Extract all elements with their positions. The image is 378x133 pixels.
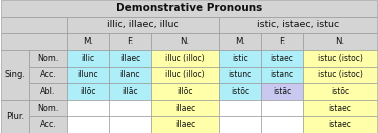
Text: illaec: illaec	[120, 54, 140, 63]
Text: Acc.: Acc.	[40, 70, 56, 79]
Bar	[261, 83, 303, 100]
Text: istaec: istaec	[328, 104, 352, 113]
Bar	[29, 83, 67, 100]
Bar	[67, 66, 109, 83]
Bar	[67, 17, 219, 33]
Bar	[151, 33, 219, 50]
Text: illunc: illunc	[78, 70, 98, 79]
Text: Nom.: Nom.	[37, 54, 59, 63]
Text: istanc: istanc	[270, 70, 294, 79]
Bar	[67, 83, 109, 100]
Bar	[151, 83, 219, 100]
Text: istic: istic	[232, 54, 248, 63]
Bar	[1, 33, 67, 50]
Bar	[303, 66, 377, 83]
Text: illaec: illaec	[175, 120, 195, 129]
Bar	[109, 116, 151, 133]
Bar	[303, 50, 377, 66]
Bar	[303, 100, 377, 116]
Text: istōc: istōc	[331, 87, 349, 96]
Bar	[219, 116, 261, 133]
Bar	[67, 116, 109, 133]
Bar	[1, 50, 29, 100]
Text: illaec: illaec	[175, 104, 195, 113]
Text: istuc (istoc): istuc (istoc)	[318, 54, 363, 63]
Text: istic, istaec, istuc: istic, istaec, istuc	[257, 20, 339, 29]
Text: Sing.: Sing.	[5, 70, 25, 79]
Text: illic, illaec, illuc: illic, illaec, illuc	[107, 20, 179, 29]
Text: N.: N.	[335, 37, 345, 46]
Bar	[261, 100, 303, 116]
Text: istōc: istōc	[231, 87, 249, 96]
Bar	[1, 17, 67, 33]
Bar	[29, 50, 67, 66]
Text: M.: M.	[235, 37, 245, 46]
Bar	[151, 66, 219, 83]
Bar	[303, 33, 377, 50]
Bar	[303, 116, 377, 133]
Text: illōc: illōc	[177, 87, 193, 96]
Text: Nom.: Nom.	[37, 104, 59, 113]
Bar	[261, 66, 303, 83]
Bar	[109, 83, 151, 100]
Bar	[67, 33, 109, 50]
Text: istuc (istoc): istuc (istoc)	[318, 70, 363, 79]
Bar	[219, 17, 377, 33]
Bar	[151, 50, 219, 66]
Text: N.: N.	[180, 37, 189, 46]
Text: illuc (illoc): illuc (illoc)	[165, 70, 205, 79]
Bar	[261, 33, 303, 50]
Bar	[219, 66, 261, 83]
Bar	[1, 0, 377, 17]
Bar	[151, 100, 219, 116]
Text: Acc.: Acc.	[40, 120, 56, 129]
Text: illanc: illanc	[120, 70, 140, 79]
Text: illōc: illōc	[80, 87, 96, 96]
Bar	[29, 66, 67, 83]
Text: illāc: illāc	[122, 87, 138, 96]
Bar	[261, 116, 303, 133]
Text: Plur.: Plur.	[6, 112, 24, 121]
Bar	[67, 100, 109, 116]
Text: M.: M.	[83, 37, 93, 46]
Text: F.: F.	[279, 37, 285, 46]
Bar	[67, 50, 109, 66]
Text: istāc: istāc	[273, 87, 291, 96]
Bar	[219, 83, 261, 100]
Bar	[29, 116, 67, 133]
Bar	[109, 100, 151, 116]
Bar	[29, 100, 67, 116]
Text: Abl.: Abl.	[40, 87, 56, 96]
Bar	[219, 33, 261, 50]
Bar	[219, 100, 261, 116]
Text: illuc (illoc): illuc (illoc)	[165, 54, 205, 63]
Bar	[1, 100, 29, 133]
Text: illic: illic	[81, 54, 94, 63]
Bar	[109, 33, 151, 50]
Text: F.: F.	[127, 37, 133, 46]
Text: Demonstrative Pronouns: Demonstrative Pronouns	[116, 3, 262, 13]
Bar	[151, 116, 219, 133]
Text: istunc: istunc	[228, 70, 252, 79]
Bar	[109, 66, 151, 83]
Bar	[109, 50, 151, 66]
Bar	[303, 83, 377, 100]
Text: istaec: istaec	[328, 120, 352, 129]
Text: istaec: istaec	[271, 54, 293, 63]
Bar	[261, 50, 303, 66]
Bar	[219, 50, 261, 66]
